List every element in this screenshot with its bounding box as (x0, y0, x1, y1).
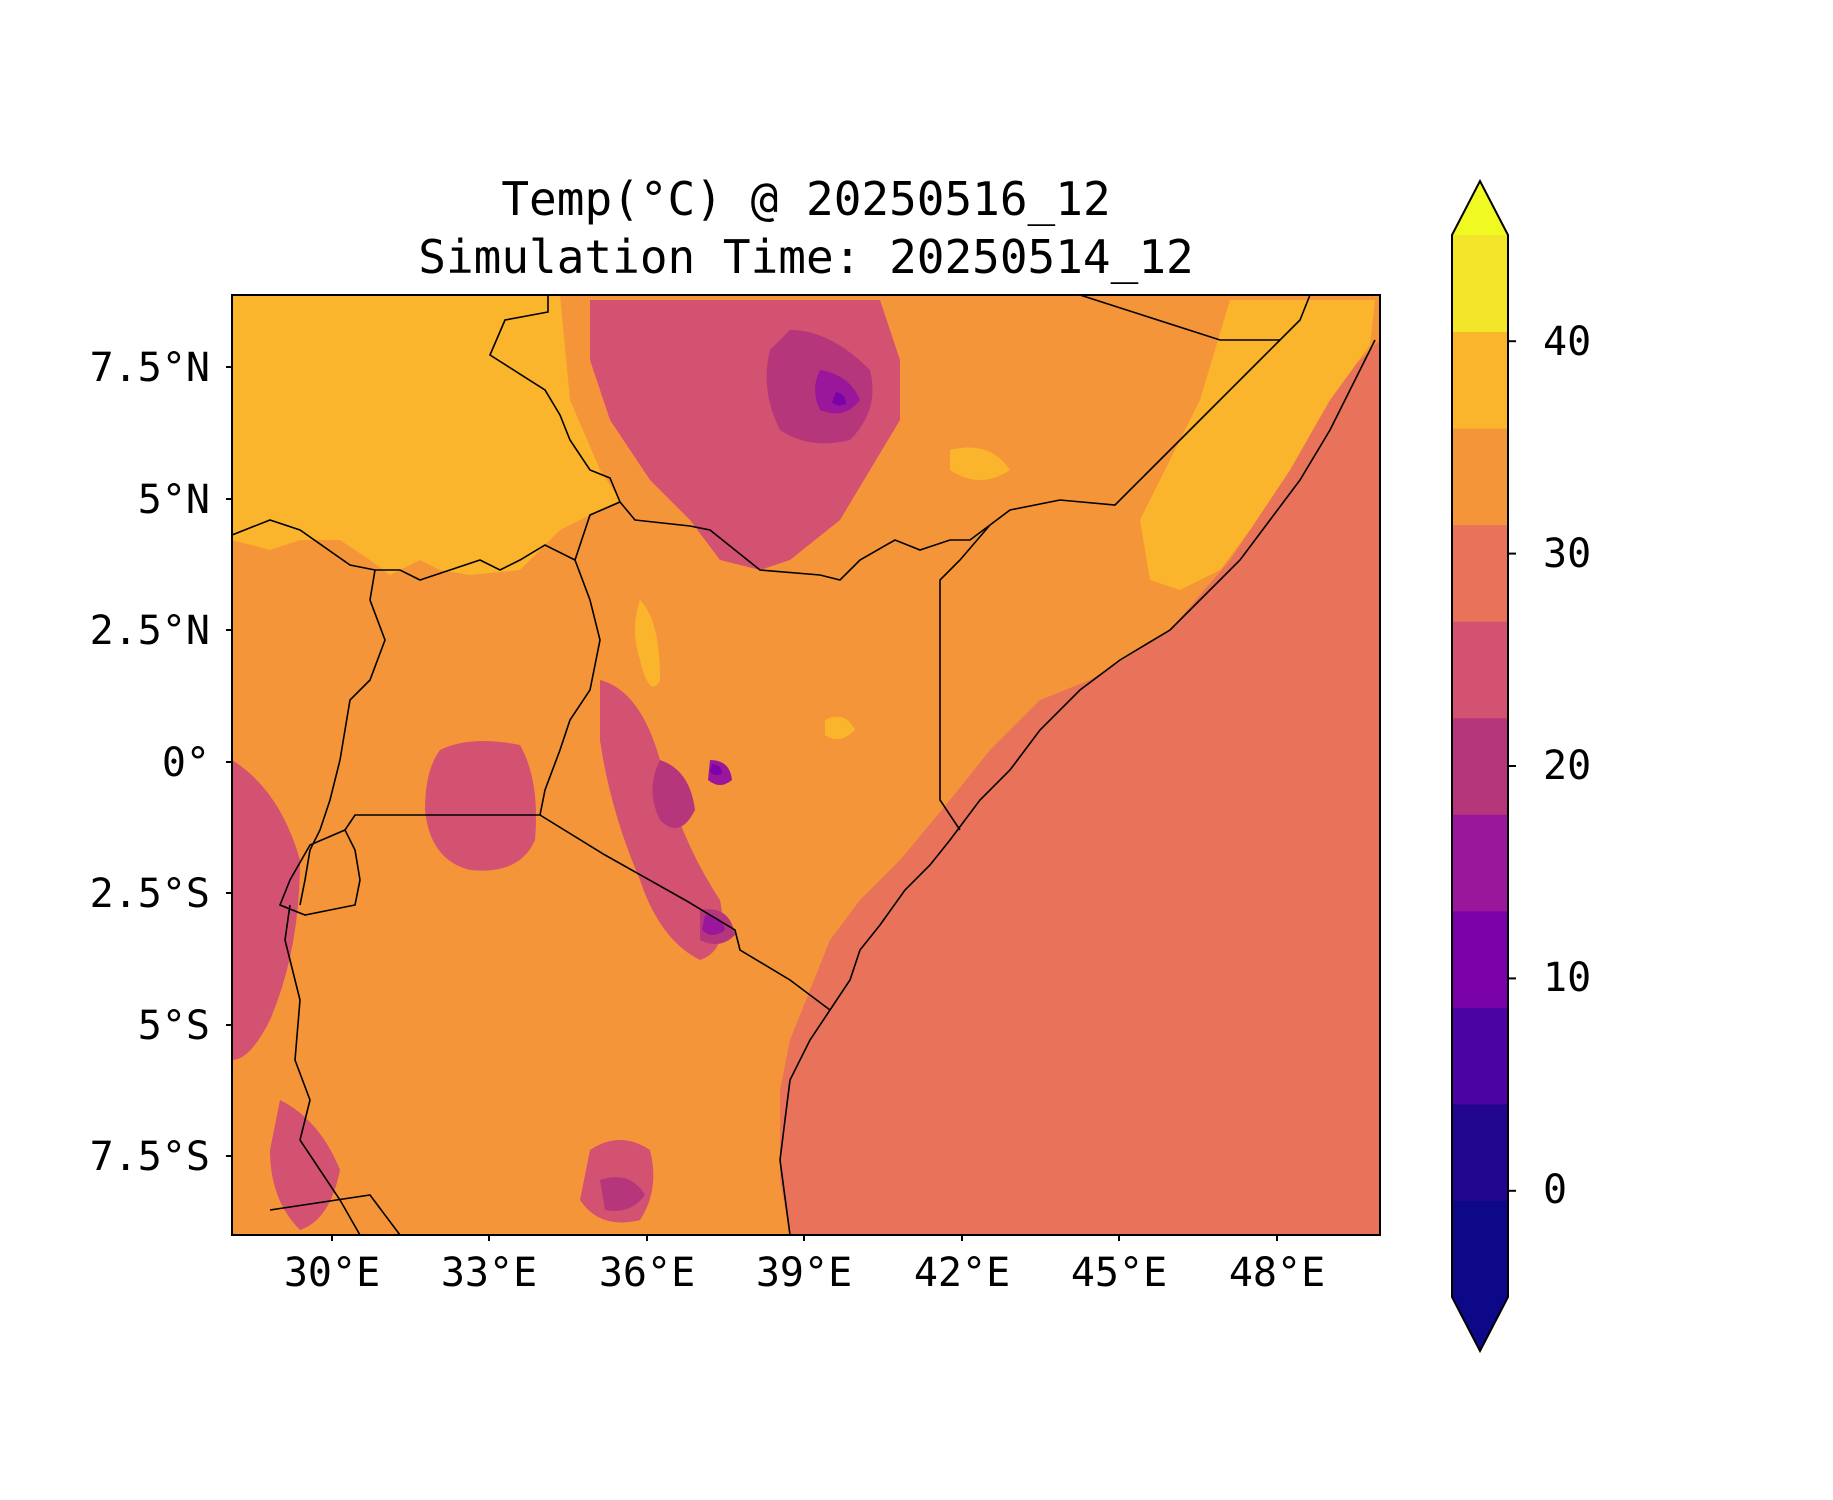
x-tick-label: 42°E (913, 1250, 1011, 1296)
y-tick-label: 7.5°S (89, 1134, 210, 1180)
coldest-spot (832, 392, 846, 406)
x-tick-label: 33°E (440, 1250, 538, 1296)
border-kenya-somalia (939, 524, 991, 831)
y-tick-label: 0° (161, 740, 210, 786)
colorbar-tick-label: 40 (1543, 319, 1592, 365)
colorbar-segment (1452, 1103, 1508, 1201)
y-tick-label: 5°S (137, 1003, 210, 1049)
cool-region-kenya (652, 760, 695, 828)
colorbar-segment (1452, 331, 1508, 429)
colorbar-over-arrow (1452, 181, 1508, 235)
border-zambia (269, 1194, 401, 1235)
border-uganda-north (232, 519, 576, 581)
x-tick-label: 39°E (755, 1250, 853, 1296)
colorbar-segment (1452, 235, 1508, 333)
x-tick-label: 45°E (1070, 1250, 1168, 1296)
x-tick-label: 30°E (283, 1250, 381, 1296)
map-fill-layer (232, 295, 1380, 1235)
hot-region-north (232, 295, 620, 575)
colorbar-under-arrow (1452, 1297, 1508, 1351)
border-rwanda (278, 828, 361, 916)
colorbar-segment (1452, 524, 1508, 622)
boundary-lines (232, 295, 1376, 1235)
mild-region-southwest (270, 1100, 340, 1230)
colorbar-tick-label: 30 (1543, 531, 1592, 577)
colorbar-segment (1452, 717, 1508, 815)
x-tick-label: 36°E (598, 1250, 696, 1296)
border-drc-uganda (299, 569, 386, 906)
colorbar-outline (1451, 178, 1509, 1354)
cool-region-south (600, 1177, 645, 1211)
colorbar-segment (1452, 621, 1508, 719)
colorbar-segment (1452, 910, 1508, 1008)
mild-region-west (232, 760, 300, 1060)
map-title-line1: Temp(°C) @ 20250516_12 (501, 172, 1111, 226)
map-frame (231, 294, 1381, 1236)
border-somalia-north (1079, 295, 1280, 341)
coldest-spot (710, 764, 722, 776)
colorbar-segment (1452, 1200, 1508, 1298)
mild-region-lakevictoria (425, 741, 536, 871)
y-tick-label: 2.5°S (89, 871, 210, 917)
border-tanzania-north (344, 814, 540, 831)
colorbar-tick-label: 10 (1543, 955, 1592, 1001)
y-tick-label: 7.5°N (89, 345, 210, 391)
colorbar-segment (1452, 428, 1508, 526)
hot-patch (825, 716, 855, 739)
map-title-line2: Simulation Time: 20250514_12 (418, 230, 1194, 284)
hot-region-somalia (1140, 300, 1375, 590)
hot-patch (950, 447, 1010, 480)
colorbar-segment (1452, 1007, 1508, 1105)
cold-spot-ethiopia (815, 370, 860, 414)
colorbar-tick-label: 0 (1543, 1167, 1568, 1213)
border-tanzania-west (284, 904, 361, 1235)
y-tick-label: 2.5°N (89, 608, 210, 654)
colorbar-tick-label: 20 (1543, 743, 1592, 789)
colorbar (1451, 178, 1516, 1354)
border-kenya-tanzania (539, 814, 831, 1011)
border-ethiopia-kenya (619, 501, 991, 581)
colorbar-segment (1452, 814, 1508, 912)
border-ethiopia-somalia (989, 295, 1311, 526)
border-south-sudan (488, 295, 621, 503)
axis-ticks (226, 366, 1278, 1241)
coastline (779, 339, 1376, 1235)
border-uganda (539, 501, 621, 816)
y-tick-label: 5°N (137, 477, 210, 523)
hot-patch (635, 600, 660, 687)
x-tick-label: 48°E (1228, 1250, 1326, 1296)
